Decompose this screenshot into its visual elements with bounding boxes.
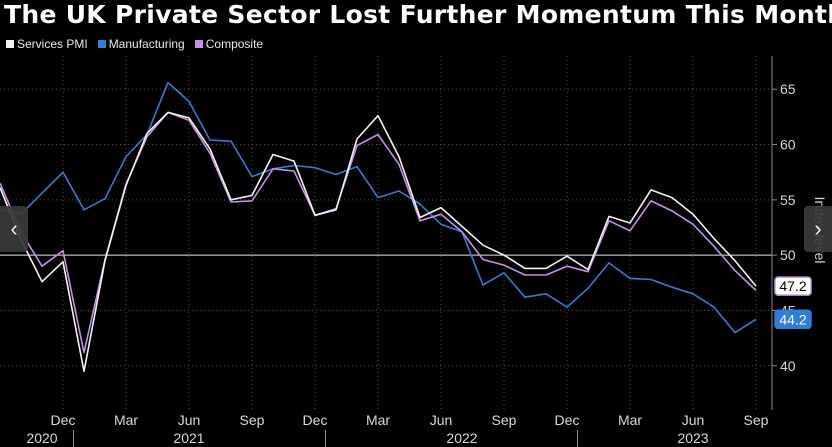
legend-swatch-composite (194, 40, 203, 48)
y-tick-label: 60 (780, 137, 796, 153)
y-tick-label: 50 (780, 247, 796, 263)
y-tick-label: 55 (780, 192, 796, 208)
end-value-text: 44.2 (779, 311, 806, 327)
legend-label-composite: Composite (205, 37, 264, 51)
y-tick-label: 65 (780, 81, 796, 97)
x-year-label: 2021 (173, 430, 204, 446)
x-year-label: 2020 (26, 430, 57, 446)
prev-chart-button[interactable]: ‹ (0, 206, 28, 252)
x-year-label: 2023 (677, 430, 708, 446)
x-tick-label: Mar (114, 412, 138, 428)
legend-item-services: Services PMI (6, 37, 88, 51)
x-tick-label: Dec (51, 412, 76, 428)
x-tick-label: Dec (555, 412, 580, 428)
x-tick-label: Dec (303, 412, 328, 428)
chart-title: The UK Private Sector Lost Further Momen… (4, 0, 832, 29)
legend-item-manufacturing: Manufacturing (97, 37, 185, 51)
x-year-label: 2022 (446, 430, 477, 446)
end-value-label: 47.2 (774, 276, 812, 296)
legend-label-services: Services PMI (17, 37, 88, 51)
next-chart-button[interactable]: › (804, 206, 832, 252)
legend-label-manufacturing: Manufacturing (108, 37, 185, 51)
x-tick-label: Sep (240, 412, 265, 428)
chart-legend: Services PMI Manufacturing Composite (6, 37, 263, 51)
x-tick-label: Jun (682, 412, 705, 428)
legend-item-composite: Composite (194, 37, 264, 51)
x-tick-label: Sep (744, 412, 769, 428)
end-value-label: 44.2 (774, 309, 812, 330)
x-tick-label: Mar (366, 412, 390, 428)
x-tick-label: Jun (178, 412, 201, 428)
x-tick-label: Mar (618, 412, 642, 428)
y-tick-label: 40 (780, 358, 796, 374)
line-manufacturing (0, 81, 757, 334)
chevron-right-icon: › (814, 216, 822, 241)
x-tick-label: Sep (492, 412, 517, 428)
end-value-text: 47.2 (779, 278, 806, 294)
end-value-badge (774, 309, 812, 330)
legend-swatch-services (6, 40, 14, 48)
legend-swatch-manufacturing (97, 40, 106, 48)
x-tick-label: Jun (430, 412, 453, 428)
line-services-pmi (0, 111, 757, 373)
end-value-badge (774, 276, 812, 296)
chevron-left-icon: ‹ (10, 216, 18, 241)
